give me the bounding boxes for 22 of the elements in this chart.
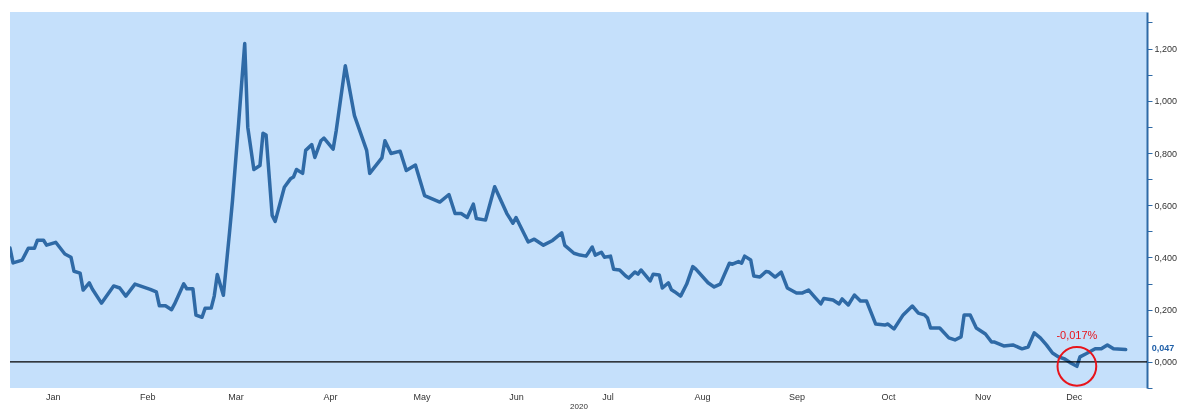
annotation: 0,047 — [1151, 342, 1175, 353]
x-tick-label: May — [413, 391, 432, 402]
y-tick-label: 0,200 — [1154, 305, 1178, 316]
x-tick-label: Dec — [1066, 391, 1083, 402]
y-tick-label: 1,200 — [1154, 44, 1178, 55]
x-tick-label: Aug — [694, 391, 711, 402]
y-tick-label: 0,000 — [1154, 357, 1178, 368]
annotation: -0,017% — [1056, 329, 1098, 342]
x-tick-label: Oct — [881, 391, 896, 402]
y-tick-label: 1,000 — [1154, 96, 1178, 107]
y-tick-label: 0,600 — [1154, 200, 1178, 211]
x-tick-label: Jun — [509, 391, 524, 402]
x-tick-label: Feb — [139, 391, 156, 402]
x-tick-label: Apr — [323, 391, 338, 402]
x-tick-label: Nov — [974, 391, 992, 402]
x-axis-title: 2020 — [570, 401, 589, 411]
x-tick-label: Jul — [602, 391, 614, 402]
y-tick-label: 0,800 — [1154, 148, 1178, 159]
x-tick-label: Sep — [788, 391, 805, 402]
x-tick-label: Jan — [45, 391, 61, 402]
y-tick-label: 0,400 — [1154, 252, 1178, 263]
x-tick-label: Mar — [228, 391, 244, 402]
